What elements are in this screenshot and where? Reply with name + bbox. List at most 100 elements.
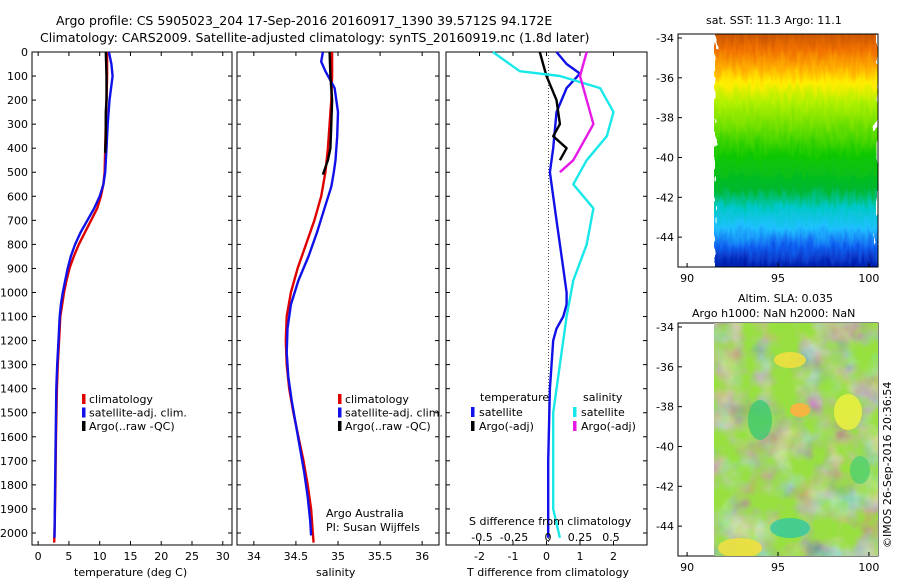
temperature-legend-swatch [82, 421, 86, 431]
salinity-legend-swatch [338, 421, 342, 431]
temperature-legend-label: satellite-adj. clim. [89, 407, 187, 420]
difference-panel: -2 -1 0 1 2 S difference from climatology -0… [445, 51, 648, 579]
temperature-legend-swatch [82, 407, 86, 418]
difference-top-xlabel: S difference from climatology [469, 515, 632, 528]
map-x-tick-label: 100 [858, 561, 879, 574]
series-2-3-line [559, 51, 595, 174]
sla-anomaly-high-1 [774, 352, 806, 368]
y-tick-label: 700 [7, 214, 28, 227]
difference-legend-swatch [471, 421, 475, 431]
y-tick-label: 1200 [0, 335, 28, 348]
y-tick-label: 1900 [0, 503, 28, 516]
temperature-legend-label: climatology [89, 393, 153, 406]
difference-legend-swatch [471, 407, 475, 417]
sla-heatmap [714, 323, 878, 556]
credit-line-1: Argo Australia [326, 507, 404, 520]
map-x-tick-label: 95 [771, 272, 785, 285]
temperature-panel: 0100200300400500600700800900100011001200… [0, 46, 233, 579]
x-tick-label: 25 [185, 550, 199, 563]
salinity-legend-swatch [338, 394, 342, 404]
sla-anomaly-high-3 [834, 394, 862, 430]
difference-legend-swatch [573, 421, 577, 431]
x-tick-label: 5 [65, 550, 72, 563]
series-1-1-line [285, 51, 340, 536]
map-y-tick-label: -42 [656, 480, 674, 493]
y-tick-label: 0 [21, 46, 28, 59]
y-tick-label: 1800 [0, 479, 28, 492]
x-tick-label: 20 [154, 550, 168, 563]
salinity-legend-label: Argo(..raw -QC) [345, 420, 431, 433]
salinity-xlabel: salinity [316, 566, 356, 579]
sst-map-panel: sat. SST: 11.3 Argo: 11.1 90 95 100 -34 -36 -… [656, 14, 879, 285]
temperature-xlabel: temperature (deg C) [74, 566, 187, 579]
sla-map-subtitle: Argo h1000: NaN h2000: NaN [692, 307, 855, 320]
y-tick-label: 300 [7, 118, 28, 131]
imos-credit: ©IMOS 26-Sep-2016 20:36:54 [881, 382, 894, 548]
credit-line-2: PI: Susan Wijffels [326, 521, 420, 534]
map-x-tick-label: 90 [680, 561, 694, 574]
y-tick-label: 2000 [0, 527, 28, 540]
sla-map-title: Altim. SLA: 0.035 [738, 292, 833, 305]
salinity-legend-label: climatology [345, 393, 409, 406]
difference-legend-label: satellite [581, 406, 625, 419]
x-tick-label: 34 [247, 550, 261, 563]
temperature-axes-frame [31, 51, 233, 546]
x-tick-label: 30 [216, 550, 230, 563]
y-tick-label: 1700 [0, 455, 28, 468]
series-2-2-line [492, 51, 615, 539]
x-tick-label: 34.5 [284, 550, 309, 563]
sla-anomaly-low-3 [850, 456, 870, 484]
y-tick-label: 100 [7, 70, 28, 83]
salinity-legend-swatch [338, 407, 342, 418]
salinity-legend-label: satellite-adj. clim. [345, 407, 443, 420]
sst-heatmap [714, 34, 878, 267]
x-tick-label: 10 [93, 550, 107, 563]
map-y-tick-label: -42 [656, 191, 674, 204]
y-tick-label: 500 [7, 166, 28, 179]
y-tick-label: 400 [7, 142, 28, 155]
x-tick-label: -2 [474, 550, 485, 563]
map-y-tick-label: -36 [656, 361, 674, 374]
y-tick-label: 900 [7, 262, 28, 275]
map-y-tick-label: -40 [656, 151, 674, 164]
y-tick-label: 200 [7, 94, 28, 107]
series-2-0-line [547, 51, 582, 538]
difference-legend-label: Argo(-adj) [581, 420, 636, 433]
map-x-tick-label: 95 [771, 561, 785, 574]
map-y-tick-label: -40 [656, 440, 674, 453]
map-y-tick-label: -38 [656, 401, 674, 414]
figure-title: Argo profile: CS 5905023_204 17-Sep-2016… [56, 13, 552, 28]
x-tick-label: 15 [123, 550, 137, 563]
salinity-panel: 34 34.5 35 35.5 36 salinity climatologysatel… [236, 51, 443, 579]
difference-legend-swatch [573, 407, 577, 417]
sla-anomaly-high-4 [718, 538, 762, 556]
map-y-tick-label: -44 [656, 231, 674, 244]
x-tick-label: 0 [543, 550, 550, 563]
series-0-2-line [104, 51, 108, 154]
x-tick-label: 1 [577, 550, 584, 563]
series-2-1-line [538, 51, 568, 161]
sla-anomaly-low-2 [748, 400, 772, 440]
difference-axes-frame [445, 51, 648, 546]
y-tick-label: 1100 [0, 311, 28, 324]
difference-top-tick-label: 0.25 [568, 531, 593, 544]
map-y-tick-label: -38 [656, 112, 674, 125]
difference-top-tick-label: 0 [545, 531, 552, 544]
map-y-tick-label: -36 [656, 72, 674, 85]
difference-xlabel: T difference from climatology [466, 566, 629, 579]
difference-legend-label: Argo(-adj) [479, 420, 534, 433]
series-0-1-line [53, 51, 114, 538]
x-tick-label: 2 [610, 550, 617, 563]
y-tick-label: 600 [7, 190, 28, 203]
y-tick-label: 800 [7, 238, 28, 251]
y-tick-label: 1000 [0, 286, 28, 299]
map-y-tick-label: -34 [656, 32, 674, 45]
x-tick-label: 35 [331, 550, 345, 563]
sla-anomaly-high-2 [790, 403, 810, 417]
map-x-tick-label: 90 [680, 272, 694, 285]
y-tick-label: 1600 [0, 431, 28, 444]
difference-top-tick-label: -0.25 [500, 531, 528, 544]
x-tick-label: 0 [35, 550, 42, 563]
